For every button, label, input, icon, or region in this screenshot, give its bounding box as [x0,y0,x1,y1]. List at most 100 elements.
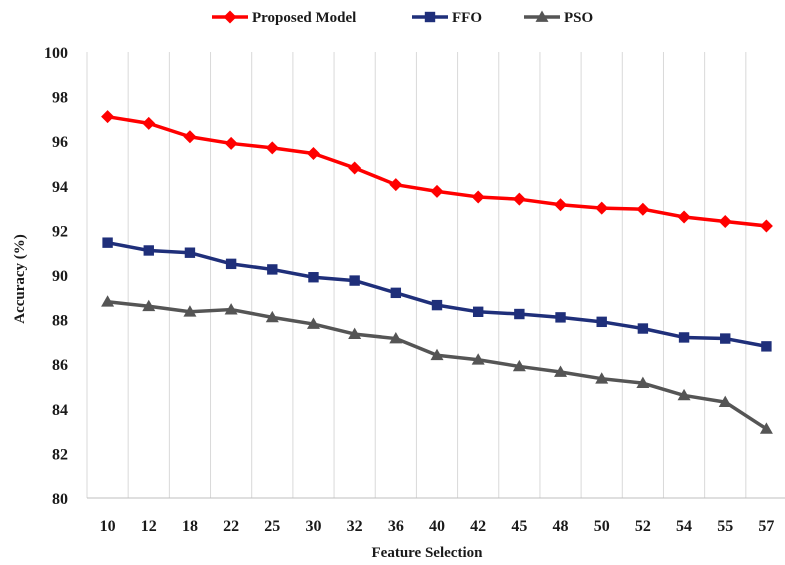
y-tick-label: 94 [52,179,68,196]
y-tick-label: 80 [52,491,68,508]
data-point-triangle [636,376,650,389]
x-tick-label: 54 [676,518,692,535]
data-point-square [596,316,607,328]
x-tick-label: 57 [758,518,774,535]
data-point-triangle [306,317,320,329]
x-tick-label: 52 [635,518,651,535]
legend-marker-triangle [535,10,549,22]
y-tick-label: 82 [52,446,68,463]
x-tick-label: 32 [347,518,363,535]
x-tick-label: 45 [511,518,527,535]
data-point-square [308,272,319,283]
data-point-diamond [554,198,568,212]
x-tick-label: 55 [717,518,733,535]
y-axis-title: Accuracy (%) [12,234,28,324]
x-axis-ticks: 10 12 18 22 25 30 32 36 40 42 45 48 50 52 54 55 57 [100,518,775,535]
data-point-triangle [430,348,444,361]
data-point-triangle [471,353,485,365]
x-tick-label: 30 [305,518,321,535]
legend-item: Proposed Model [212,10,356,26]
series-group [101,110,773,434]
data-point-diamond [101,110,115,124]
data-point-diamond [389,178,403,192]
data-point-diamond [718,214,732,228]
data-point-triangle [224,303,238,315]
data-point-square [637,323,649,334]
x-axis-title: Feature Selection [372,545,484,561]
data-point-diamond [430,184,444,198]
data-point-square [720,333,731,344]
data-point-triangle [142,299,156,312]
x-tick-label: 50 [594,518,610,535]
data-point-triangle [554,365,568,377]
data-point-triangle [512,359,526,372]
data-point-square [390,287,402,299]
data-point-square [678,332,690,343]
series-line [107,240,767,349]
y-tick-label: 92 [52,223,68,240]
series-2 [102,237,772,352]
data-point-diamond [595,201,609,215]
data-point-triangle [759,422,773,434]
data-point-triangle [595,372,609,384]
data-point-square [102,237,113,248]
data-point-triangle [265,310,279,323]
legend-label: PSO [564,10,593,26]
x-tick-label: 18 [182,518,198,535]
legend-item: FFO [412,10,482,26]
gridlines [86,52,747,498]
x-tick-label: 12 [141,518,157,535]
x-tick-label: 10 [100,518,116,535]
data-point-triangle [718,395,732,407]
data-point-triangle [183,305,197,317]
data-point-square [267,264,278,275]
series-line [107,300,768,431]
y-tick-label: 100 [44,45,68,62]
legend-label: FFO [452,10,482,26]
data-point-diamond [348,161,362,175]
data-point-square [143,245,154,256]
y-tick-label: 96 [52,134,68,151]
data-point-square [349,275,360,286]
data-point-square [431,299,443,311]
legend: Proposed Model FFO PSO [212,10,593,26]
data-point-square [225,258,237,270]
data-point-square [761,341,772,352]
legend-marker-square [424,11,436,23]
data-point-diamond [471,190,485,204]
y-tick-label: 84 [52,402,68,419]
y-tick-label: 88 [52,313,68,330]
y-tick-label: 98 [52,90,68,107]
x-tick-label: 36 [388,518,404,535]
series-1 [101,110,773,233]
y-axis-ticks: 80 82 84 86 88 90 92 94 96 98 100 [44,45,68,508]
data-point-square [555,312,566,323]
data-point-diamond [142,116,156,130]
data-point-square [184,247,196,258]
series-3 [101,295,773,434]
x-tick-label: 22 [223,518,239,535]
data-point-diamond [183,130,197,144]
x-tick-label: 40 [429,518,445,535]
x-tick-label: 48 [553,518,569,535]
data-point-square [472,306,484,317]
data-point-diamond [224,136,238,150]
data-point-triangle [101,295,115,307]
data-point-diamond [759,219,773,233]
data-point-diamond [265,141,279,155]
data-point-triangle [677,388,691,401]
y-tick-label: 86 [52,357,68,374]
data-point-square [514,308,525,320]
data-point-diamond [636,202,650,216]
data-point-triangle [348,327,362,339]
data-point-diamond [512,192,526,206]
data-point-triangle [389,332,403,344]
x-tick-label: 25 [264,518,280,535]
legend-marker-diamond [223,10,237,24]
legend-item: PSO [524,10,593,26]
x-tick-label: 42 [470,518,486,535]
data-point-diamond [306,146,320,160]
y-tick-label: 90 [52,268,68,285]
data-point-diamond [677,210,691,224]
